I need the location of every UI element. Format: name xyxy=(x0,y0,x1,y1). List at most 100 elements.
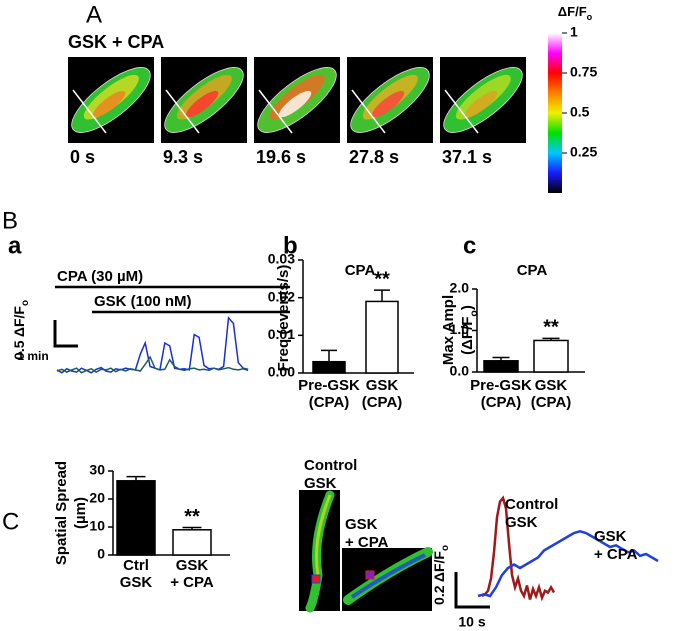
image-label: GSK xyxy=(304,475,337,492)
time-label: 37.1 s xyxy=(442,147,492,167)
treatment-label: GSK (100 nM) xyxy=(94,293,192,310)
y-axis-label: Spatial Spread xyxy=(53,461,70,565)
label-part: (ΔF/F xyxy=(459,317,476,355)
bar xyxy=(483,360,519,373)
panel-title: GSK + CPA xyxy=(68,32,164,52)
cell-core xyxy=(315,494,332,576)
panel-label: A xyxy=(86,1,102,28)
y-tick-label: 20 xyxy=(89,490,105,506)
label-part: Spatial Spread xyxy=(53,461,70,565)
treatment-label: CPA (30 µM) xyxy=(57,268,143,285)
y-tick-label: 1.0 xyxy=(450,321,470,337)
cell-core xyxy=(464,90,498,118)
panel-label: C xyxy=(2,508,19,535)
trace-line xyxy=(481,495,556,602)
bar xyxy=(116,480,156,556)
y-axis-label: Freq (events/s) xyxy=(275,265,292,372)
significance: ** xyxy=(543,317,559,339)
bar xyxy=(533,339,569,373)
cell-image xyxy=(440,57,526,143)
y-tick-label: 0 xyxy=(97,546,105,562)
series-label: GSK xyxy=(594,528,627,545)
label-part: Freq (events/s) xyxy=(275,265,292,372)
cell-core xyxy=(371,90,405,118)
chart-title: CPA xyxy=(345,262,376,279)
y-tick-label: 0.01 xyxy=(268,326,295,342)
image-label: Control xyxy=(304,457,357,474)
x-tick-label: Pre-GSK xyxy=(298,377,360,394)
roi xyxy=(311,574,321,584)
cell-core xyxy=(278,90,312,118)
cell-core xyxy=(185,90,219,118)
scale-line xyxy=(444,89,479,134)
label-part: o xyxy=(468,310,480,316)
x-tick-label: (CPA) xyxy=(531,394,572,411)
time-label: 0 s xyxy=(70,147,95,167)
x-tick-label: GSK xyxy=(366,377,399,394)
scale-line xyxy=(351,89,386,134)
cell-image xyxy=(347,57,433,143)
y-tick-label: 0.0 xyxy=(450,363,470,379)
scale-line xyxy=(165,89,200,134)
scale-line xyxy=(72,89,107,134)
label-part: o xyxy=(587,12,593,22)
trace-line xyxy=(477,530,659,598)
x-tick-label: Pre-GSK xyxy=(470,377,532,394)
scale-bar xyxy=(53,320,78,348)
panel-label: b xyxy=(283,232,298,259)
tick-label: 0.5 xyxy=(570,104,590,120)
y-tick-label: 0.03 xyxy=(268,251,295,267)
significance: ** xyxy=(374,268,390,290)
time-label: 19.6 s xyxy=(256,147,306,167)
colorbar-label: ΔF/Fo xyxy=(558,4,593,22)
x-tick-label: (CPA) xyxy=(481,394,522,411)
scale-label: 10 s xyxy=(458,614,485,630)
bar xyxy=(365,300,399,374)
y-tick-label: 0.02 xyxy=(268,288,295,304)
cell-image xyxy=(254,57,340,143)
x-tick-label: (CPA) xyxy=(309,394,350,411)
x-tick-label: GSK xyxy=(535,377,568,394)
panel-d-images xyxy=(299,490,433,613)
time-label: 27.8 s xyxy=(349,147,399,167)
cell-core xyxy=(350,553,426,599)
x-tick-label: Ctrl xyxy=(123,557,149,574)
label-part: Max Ampl xyxy=(440,295,457,365)
chart-title: CPA xyxy=(517,262,548,279)
cell-core xyxy=(92,90,126,118)
image-label: GSK xyxy=(345,516,378,533)
roi xyxy=(365,570,375,580)
y-axis-label: (µm) xyxy=(72,497,89,529)
tick-label: 1 xyxy=(570,24,578,40)
y-tick-label: 10 xyxy=(89,518,105,534)
panel-label: c xyxy=(463,232,476,259)
label-part: o xyxy=(20,300,31,306)
label-part: ΔF/F xyxy=(558,4,587,19)
cell-image xyxy=(68,57,154,143)
panel-label: B xyxy=(2,207,18,234)
panel-label: a xyxy=(8,232,22,259)
significance: ** xyxy=(184,506,200,528)
scale-label: 0.5 ΔF/Fo xyxy=(11,300,31,360)
time-label: 9.3 s xyxy=(163,147,203,167)
series-label: Control xyxy=(505,496,558,513)
label-part: o xyxy=(440,545,451,551)
cell-image xyxy=(161,57,247,143)
label-part: ) xyxy=(459,305,476,310)
x-tick-label: GSK xyxy=(120,574,153,591)
tick-label: 0.25 xyxy=(570,144,597,160)
scale-bar xyxy=(454,572,490,609)
y-tick-label: 0.00 xyxy=(268,364,295,380)
scale-label: 1 min xyxy=(17,349,48,363)
colorbar xyxy=(548,33,562,193)
x-tick-label: GSK xyxy=(176,557,209,574)
series-label: + CPA xyxy=(594,546,638,563)
trace-line xyxy=(56,355,249,374)
bar xyxy=(312,360,346,374)
scale-line xyxy=(258,89,293,134)
scale-label: 0.2 ΔF/Fo xyxy=(431,545,451,605)
x-tick-label: (CPA) xyxy=(362,394,403,411)
tick-label: 0.75 xyxy=(570,64,597,80)
label-part: 0.2 ΔF/F xyxy=(431,551,447,605)
